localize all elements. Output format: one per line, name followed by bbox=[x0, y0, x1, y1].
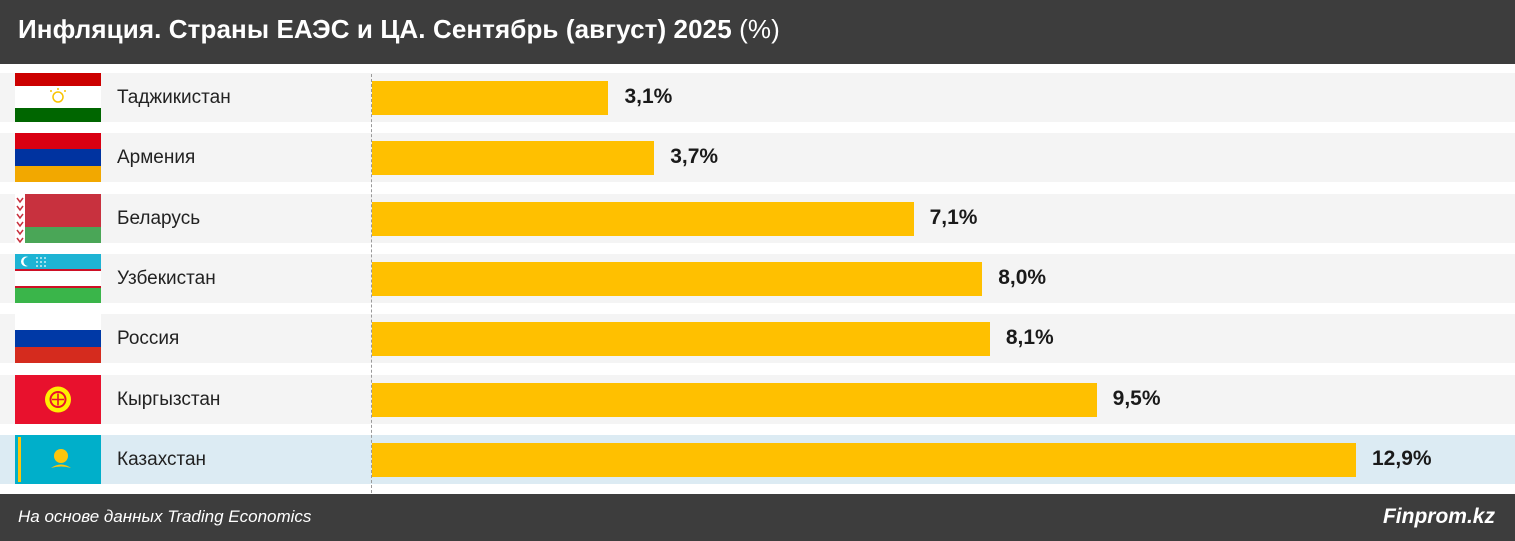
tajikistan-flag bbox=[15, 73, 101, 122]
bar-chart: Казахстан 12,9% Кыргызстан 9,5% Россия 8,1% Уз… bbox=[0, 64, 1515, 498]
chart-title-text: Инфляция. Страны ЕАЭС и ЦА. Сентябрь (ав… bbox=[18, 14, 732, 44]
category-label: Таджикистан bbox=[117, 87, 231, 108]
kazakhstan-flag bbox=[15, 434, 101, 484]
chart-footer: На основе данных Trading Economics Finpr… bbox=[0, 494, 1515, 541]
bar bbox=[372, 442, 1356, 477]
bar bbox=[372, 261, 983, 296]
data-label: 8,1% bbox=[1005, 326, 1054, 350]
russia-flag bbox=[15, 314, 101, 364]
chart-title-unit: (%) bbox=[739, 14, 780, 44]
armenia-flag bbox=[15, 133, 101, 183]
bar bbox=[372, 382, 1097, 417]
category-label: Казахстан bbox=[117, 448, 207, 470]
data-label: 12,9% bbox=[1372, 446, 1432, 470]
category-label: Узбекистан bbox=[117, 267, 216, 289]
chart-row: Беларусь 7,1% bbox=[0, 193, 1515, 243]
category-label: Кыргызстан bbox=[117, 388, 221, 410]
bar bbox=[372, 81, 609, 115]
chart-header: Инфляция. Страны ЕАЭС и ЦА. Сентябрь (ав… bbox=[0, 0, 1515, 64]
data-label: 8,0% bbox=[998, 265, 1047, 289]
chart-row: Армения 3,7% bbox=[0, 133, 1515, 183]
kyrgyzstan-flag bbox=[15, 374, 101, 424]
chart-title: Инфляция. Страны ЕАЭС и ЦА. Сентябрь (ав… bbox=[18, 14, 780, 45]
bar bbox=[372, 141, 655, 176]
brand-logo-text: Finprom.kz bbox=[1382, 505, 1495, 528]
chart-baseline bbox=[371, 74, 372, 498]
source-note: На основе данных Trading Economics bbox=[18, 507, 312, 526]
uzbekistan-flag bbox=[15, 253, 101, 303]
chart-row: Кыргызстан 9,5% bbox=[0, 374, 1515, 424]
chart-row: Таджикистан 3,1% bbox=[0, 73, 1515, 122]
chart-row: Россия 8,1% bbox=[0, 314, 1515, 364]
data-label: 7,1% bbox=[929, 205, 978, 229]
bar bbox=[372, 201, 914, 236]
data-label: 3,1% bbox=[624, 85, 673, 108]
belarus-flag bbox=[15, 193, 101, 243]
category-label: Армения bbox=[117, 147, 196, 169]
chart-row: Казахстан 12,9% bbox=[0, 434, 1515, 484]
bar bbox=[372, 322, 990, 357]
data-label: 9,5% bbox=[1112, 386, 1161, 410]
category-label: Россия bbox=[117, 328, 180, 350]
category-label: Беларусь bbox=[117, 207, 201, 229]
chart-row: Узбекистан 8,0% bbox=[0, 253, 1515, 303]
data-label: 3,7% bbox=[670, 145, 719, 169]
